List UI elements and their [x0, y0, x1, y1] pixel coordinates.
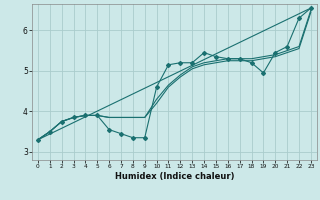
X-axis label: Humidex (Indice chaleur): Humidex (Indice chaleur)	[115, 172, 234, 181]
